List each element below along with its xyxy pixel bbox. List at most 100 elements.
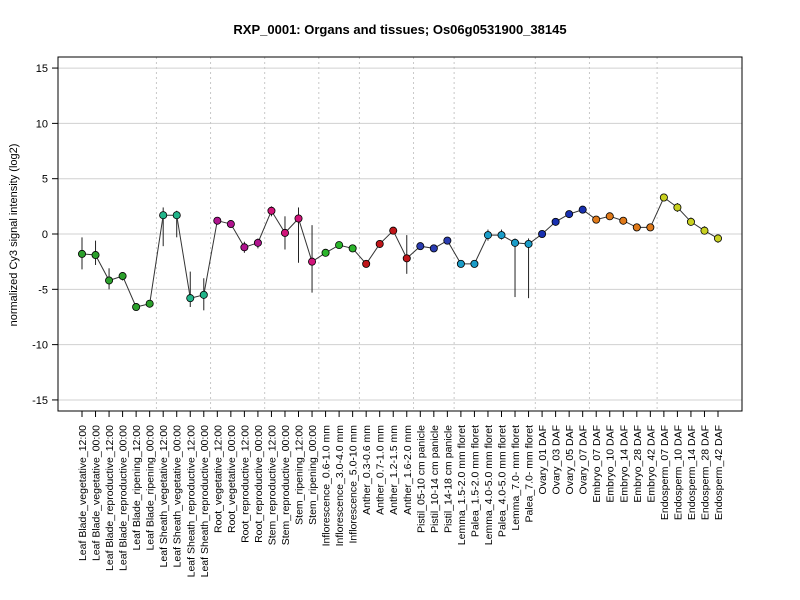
x-tick-label: Root_vegetative_12:00 — [212, 425, 224, 533]
y-tick-label: 15 — [36, 63, 48, 75]
x-tick-label: Leaf Blade_vegetative_12:00 — [77, 425, 89, 561]
data-point — [714, 234, 723, 243]
x-tick-label: Palea_4.0-5.0 mm floret — [497, 425, 509, 537]
x-tick-label: Endosperm_42 DAF — [713, 425, 725, 520]
x-tick-label: Leaf Sheath_vegetative_12:00 — [158, 425, 170, 568]
x-tick-label: Leaf Blade_ripening_00:00 — [145, 425, 157, 551]
y-tick-label: 5 — [42, 174, 48, 186]
data-point — [700, 226, 709, 235]
y-tick-label: -15 — [32, 395, 48, 407]
x-tick-label: Endosperm_07 DAF — [659, 425, 671, 520]
x-tick-label: Inflorescence_3.0-4.0 mm — [334, 425, 346, 547]
data-point — [78, 249, 87, 258]
x-tick-label: Leaf Blade_reproductive_00:00 — [118, 425, 130, 571]
data-point — [483, 231, 492, 240]
data-point — [362, 259, 371, 268]
data-point — [321, 248, 330, 257]
data-point — [551, 217, 560, 226]
data-point — [456, 259, 465, 268]
x-tick-label: Leaf Sheath_reproductive_12:00 — [185, 425, 197, 578]
x-tick-label: Inflorescence_5.0-10 mm — [348, 425, 360, 544]
y-tick-label: -10 — [32, 340, 48, 352]
x-tick-label: Anther_1.2-1.5 mm — [388, 425, 400, 515]
x-tick-label: Embryo_07 DAF — [591, 425, 603, 503]
data-point — [389, 226, 398, 235]
x-tick-label: Leaf Sheath_reproductive_00:00 — [199, 425, 211, 578]
x-tick-label: Stem_ripening_12:00 — [294, 425, 306, 525]
x-tick-label: Stem_ripening_00:00 — [307, 425, 319, 525]
x-tick-label: Leaf Blade_reproductive_12:00 — [104, 425, 116, 571]
data-point — [145, 299, 154, 308]
data-point — [524, 239, 533, 248]
x-tick-label: Lemma_1.5-2.0 mm floret — [456, 425, 468, 545]
data-point — [335, 241, 344, 250]
x-tick-label: Leaf Blade_ripening_12:00 — [131, 425, 143, 551]
y-tick-label: 0 — [42, 229, 48, 241]
x-tick-label: Endosperm_10 DAF — [672, 425, 684, 520]
x-tick-label: Embryo_42 DAF — [645, 425, 657, 503]
data-point — [213, 216, 222, 225]
x-tick-label: Inflorescence_0.6-1.0 mm — [321, 425, 333, 547]
data-point — [673, 203, 682, 212]
x-tick-label: Endosperm_14 DAF — [686, 425, 698, 520]
x-tick-label: Palea_1.5-2.0 mm floret — [469, 425, 481, 537]
data-point — [592, 215, 601, 224]
x-tick-label: Lemma_4.0-5.0 mm floret — [483, 425, 495, 545]
y-tick-label: -5 — [38, 284, 48, 296]
data-point — [118, 272, 127, 281]
data-point — [375, 239, 384, 248]
x-tick-label: Palea_7.0- mm floret — [524, 425, 536, 523]
data-point — [619, 216, 628, 225]
x-tick-label: Root_reproductive_00:00 — [253, 425, 265, 543]
data-point — [294, 214, 303, 223]
data-point — [402, 254, 411, 263]
data-point — [443, 236, 452, 245]
data-point — [511, 238, 520, 247]
x-tick-label: Embryo_10 DAF — [605, 425, 617, 503]
data-point — [497, 231, 506, 240]
data-point — [132, 303, 141, 312]
data-point — [240, 243, 249, 252]
x-tick-label: Root_vegetative_00:00 — [226, 425, 238, 533]
data-point — [605, 212, 614, 221]
data-point — [578, 205, 587, 214]
x-tick-label: Anther_0.7-1.0 mm — [375, 425, 387, 515]
data-point — [659, 193, 668, 202]
x-tick-label: Anther_1.6-2.0 mm — [402, 425, 414, 515]
data-point — [91, 251, 100, 260]
data-point — [416, 242, 425, 251]
y-axis-label: normalized Cy3 signal intensity (log2) — [8, 144, 20, 327]
data-point — [632, 223, 641, 232]
x-tick-label: Ovary_05 DAF — [564, 425, 576, 494]
x-tick-label: Stem_reproductive_12:00 — [266, 425, 278, 545]
data-point — [267, 206, 276, 215]
x-tick-label: Ovary_03 DAF — [551, 425, 563, 494]
chart-title: RXP_0001: Organs and tissues; Os06g05319… — [233, 22, 566, 37]
x-tick-label: Anther_0.3-0.6 mm — [361, 425, 373, 515]
data-point — [172, 211, 181, 220]
x-tick-label: Stem_reproductive_00:00 — [280, 425, 292, 545]
plot-area: -15 -10 -5 0 5 10 15 Leaf Blade_vegetative_12:0… — [32, 56, 743, 578]
data-point — [105, 276, 114, 285]
y-tick-label: 10 — [36, 118, 48, 130]
data-point — [199, 290, 208, 299]
x-tick-label: Endosperm_28 DAF — [700, 425, 712, 520]
data-point — [159, 211, 168, 220]
data-point — [470, 259, 479, 268]
data-point — [186, 294, 195, 303]
x-tick-label: Leaf Blade_vegetative_00:00 — [91, 425, 103, 561]
data-point — [565, 210, 574, 219]
x-tick-label: Pistil_05-10 cm panicle — [415, 425, 427, 533]
x-tick-label: Pistil_14-18 cm panicle — [442, 425, 454, 533]
data-point — [280, 228, 289, 237]
data-point — [429, 244, 438, 253]
x-tick-label: Root_reproductive_12:00 — [239, 425, 251, 543]
data-point — [646, 223, 655, 232]
x-tick-label: Leaf Sheath_vegetative_00:00 — [172, 425, 184, 568]
data-point — [686, 217, 695, 226]
x-tick-label: Embryo_14 DAF — [618, 425, 630, 503]
data-point — [253, 238, 262, 247]
x-tick-label: Ovary_01 DAF — [537, 425, 549, 494]
x-tick-label: Lemma_7.0- mm floret — [510, 425, 522, 531]
